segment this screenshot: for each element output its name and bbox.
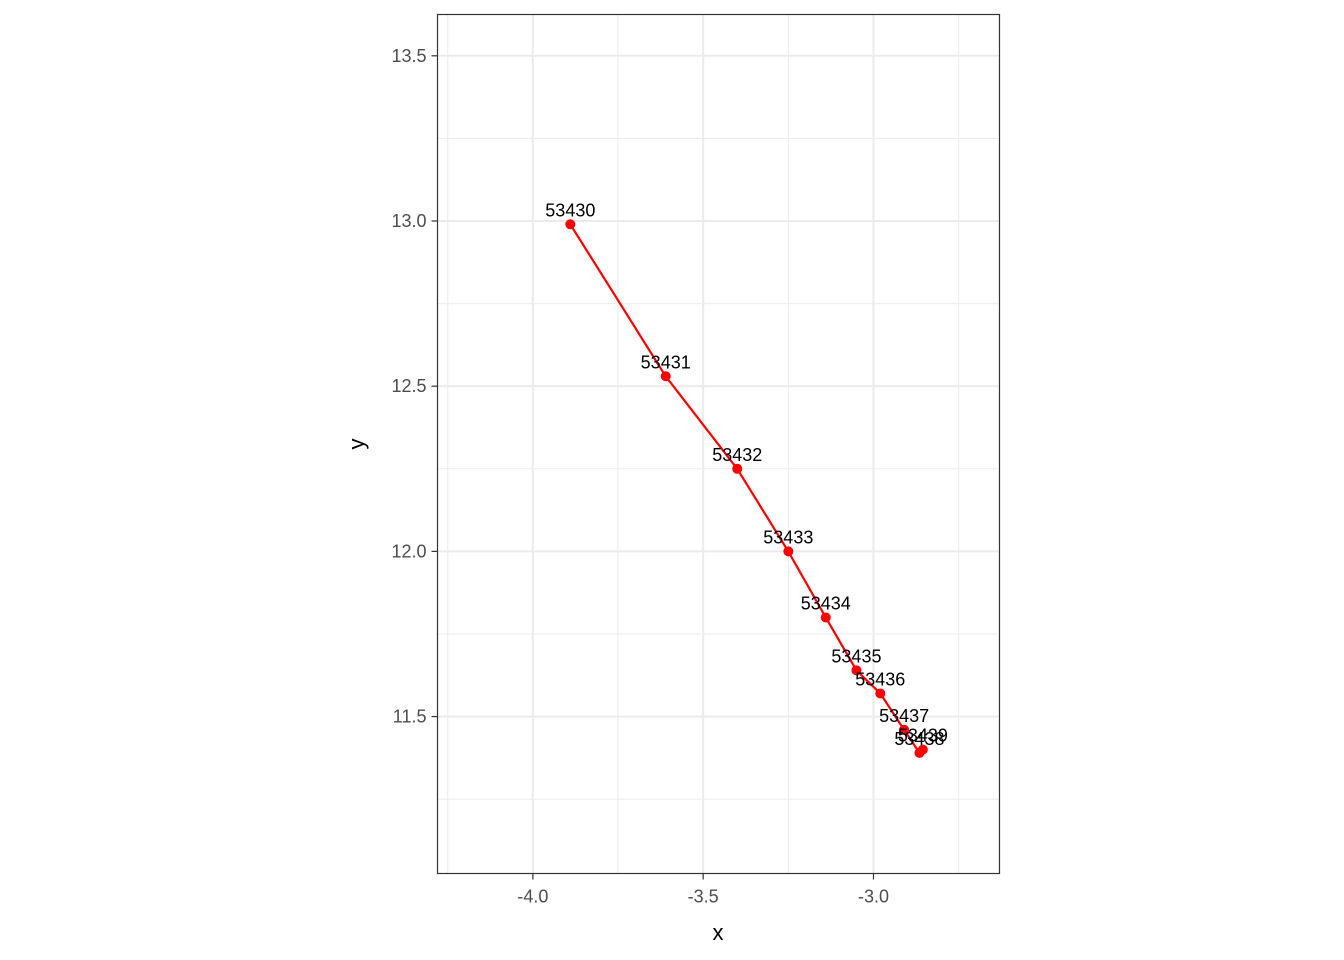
point-label-53438: 53438 (894, 729, 944, 749)
series-line-0 (569, 223, 924, 755)
x-axis: -4.0 -3.5 -3.0 (517, 873, 889, 907)
point-label-53437: 53437 (879, 706, 929, 726)
x-tick-label-2: -3.0 (858, 887, 889, 907)
data-point-53437 (899, 724, 910, 735)
point-label-53439: 53439 (898, 726, 948, 746)
y-axis-title: y (344, 439, 369, 450)
x-tick-label-0: -4.0 (517, 887, 548, 907)
major-gridlines (437, 14, 1000, 874)
point-label-53433: 53433 (763, 527, 813, 547)
minor-gridlines (437, 14, 1000, 874)
data-point-53431 (660, 371, 671, 382)
point-label-53432: 53432 (712, 445, 762, 465)
data-point-53432 (732, 463, 743, 474)
x-tick-label-1: -3.5 (688, 887, 719, 907)
data-point-53434 (820, 612, 831, 623)
data-point-53439 (917, 744, 928, 755)
plot-panel-border (436, 13, 1001, 875)
data-point-53433 (783, 546, 794, 557)
data-point-53435 (851, 665, 862, 676)
point-labels-layer: 53430 53431 53432 53433 53434 53435 53436 53437… (545, 200, 948, 749)
point-label-53434: 53434 (801, 593, 851, 613)
y-axis: 11.5 12.0 12.5 13.0 13.5 (391, 46, 438, 727)
y-tick-label-3: 13.0 (391, 211, 426, 231)
data-point-53430 (565, 219, 576, 230)
x-axis-title: x (713, 920, 724, 945)
y-tick-label-4: 13.5 (391, 46, 426, 66)
y-tick-label-2: 12.5 (391, 376, 426, 396)
y-tick-label-0: 11.5 (393, 707, 427, 727)
y-tick-label-1: 12.0 (391, 541, 426, 561)
point-label-53430: 53430 (545, 200, 595, 220)
point-label-53435: 53435 (831, 646, 881, 666)
points-layer (565, 219, 928, 758)
series-layer (569, 223, 924, 755)
point-label-53431: 53431 (641, 352, 691, 372)
point-label-53436: 53436 (855, 669, 905, 689)
data-point-53436 (875, 688, 886, 699)
